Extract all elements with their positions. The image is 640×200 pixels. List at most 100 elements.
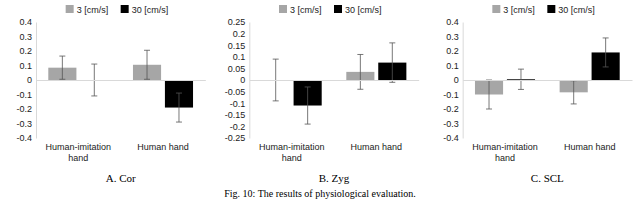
error-line: [178, 93, 179, 122]
error-cap: [305, 86, 311, 87]
y-tick: 0.2: [19, 46, 36, 56]
error-cap: [571, 103, 577, 104]
y-axis: -0.25-0.2-0.15-0.1-0.0500.050.10.150.20.…: [225, 17, 250, 143]
error-bar: [486, 80, 492, 109]
y-tick-label: -0.2: [16, 104, 32, 114]
y-axis: -0.4 -0.3 -0.2 -0.1 0 0.1 0.2 0.3 0.4: [443, 17, 463, 143]
legend-label: 30 [cm/s]: [558, 5, 595, 15]
x-tick-label-line: Human hand: [564, 142, 616, 152]
error-bar: [603, 38, 609, 67]
y-tick-label: 0.2: [19, 46, 32, 56]
y-tick: -0.3: [16, 119, 36, 129]
y-tick-label: -0.2: [443, 104, 459, 114]
y-tick: -0.3: [443, 119, 463, 129]
x-tick-label: Human hand: [564, 142, 616, 152]
legend-label: 30 [cm/s]: [345, 5, 382, 15]
panel-title: B. Zyg: [319, 172, 350, 184]
y-tick-label: -0.3: [16, 119, 32, 129]
y-tick: 0.05: [228, 64, 250, 74]
y-tick-label: 0.15: [228, 41, 246, 51]
x-tick-label: Human hand: [351, 142, 403, 152]
error-cap: [389, 82, 395, 83]
x-axis: [37, 80, 206, 82]
legend-swatch: [334, 5, 342, 13]
legend-label: 3 [cm/s]: [503, 5, 535, 15]
legend-label: 3 [cm/s]: [77, 5, 109, 15]
error-cap: [273, 100, 279, 101]
error-bar: [176, 93, 182, 122]
legend-label: 3 [cm/s]: [290, 5, 322, 15]
y-tick: -0.2: [16, 104, 36, 114]
error-bar: [389, 43, 395, 82]
plot-area: [48, 50, 193, 122]
y-tick-label: 0: [27, 75, 32, 85]
plot-area: [273, 43, 407, 124]
y-tick-label: 0.2: [446, 46, 459, 56]
error-bar: [518, 69, 524, 89]
y-tick: 0.3: [19, 32, 36, 42]
x-axis: [250, 80, 419, 82]
figure: -0.4 -0.3 -0.2 -0.1 0 0.1 0.2 0.3 0.4 Human-imita…: [0, 0, 640, 200]
error-line: [360, 54, 361, 89]
legend: 3 [cm/s] 30 [cm/s]: [492, 5, 595, 15]
y-tick: -0.4: [16, 133, 36, 143]
zero-line: [250, 80, 419, 81]
y-tick: 0: [454, 75, 463, 85]
y-tick: -0.15: [225, 110, 250, 120]
error-cap: [603, 37, 609, 38]
y-tick-label: 0.1: [19, 61, 32, 71]
panel: -0.4 -0.3 -0.2 -0.1 0 0.1 0.2 0.3 0.4 Human-imita…: [443, 5, 632, 185]
y-tick-label: 0.25: [228, 17, 246, 27]
x-tick-label-line: hand: [68, 153, 88, 163]
y-tick: 0: [240, 75, 249, 85]
y-tick: 0: [27, 75, 36, 85]
y-tick-label: 0.4: [446, 17, 459, 27]
x-tick-label: Human-imitationhand: [259, 142, 325, 163]
error-cap: [144, 50, 150, 51]
panel: -0.4-0.3-0.2-0.100.10.20.30.4Human-imita…: [16, 5, 205, 185]
y-tick: -0.4: [443, 133, 463, 143]
y-tick-label: -0.3: [443, 119, 459, 129]
y-tick-label: 0: [240, 75, 245, 85]
x-tick-label-line: Human-imitation: [472, 142, 538, 152]
y-tick-label: -0.4: [16, 133, 32, 143]
x-tick-label-line: Human-imitation: [46, 142, 112, 152]
y-axis: -0.4-0.3-0.2-0.100.10.20.30.4: [16, 17, 36, 143]
y-tick-label: -0.25: [225, 133, 246, 143]
x-tick-label-line: hand: [282, 153, 302, 163]
y-tick: 0.1: [233, 52, 250, 62]
legend: 3 [cm/s]30 [cm/s]: [66, 5, 169, 15]
caption: Fig. 10: The results of physiological ev…: [224, 188, 415, 199]
y-tick: 0.15: [228, 41, 250, 51]
x-tick-label: Human hand: [137, 142, 189, 152]
zero-line: [37, 80, 206, 81]
error-line: [605, 38, 606, 67]
error-line: [307, 87, 308, 124]
y-tick: -0.1: [443, 90, 463, 100]
y-tick: 0.1: [19, 61, 36, 71]
error-cap: [176, 93, 182, 94]
y-tick-label: 0.3: [446, 32, 459, 42]
y-tick: -0.2: [443, 104, 463, 114]
y-tick-label: 0.1: [233, 52, 246, 62]
error-cap: [91, 95, 97, 96]
error-cap: [389, 42, 395, 43]
y-tick-label: 0.3: [19, 32, 32, 42]
error-bar: [305, 87, 311, 124]
x-tick-label: Human-imitationhand: [472, 142, 538, 163]
error-line: [62, 56, 63, 79]
y-tick-label: -0.05: [225, 87, 246, 97]
y-tick: 0.1: [446, 61, 463, 71]
x-tick-label: Human-imitationhand: [46, 142, 112, 163]
plot-area: [475, 38, 620, 109]
y-tick: 0.2: [446, 46, 463, 56]
error-cap: [176, 122, 182, 123]
error-cap: [603, 66, 609, 67]
y-tick: 0.4: [446, 17, 463, 27]
error-bar: [571, 81, 577, 104]
error-line: [573, 81, 574, 104]
y-tick: 0.3: [446, 32, 463, 42]
error-bar: [357, 54, 363, 89]
error-cap: [357, 54, 363, 55]
legend-swatch: [279, 5, 287, 13]
